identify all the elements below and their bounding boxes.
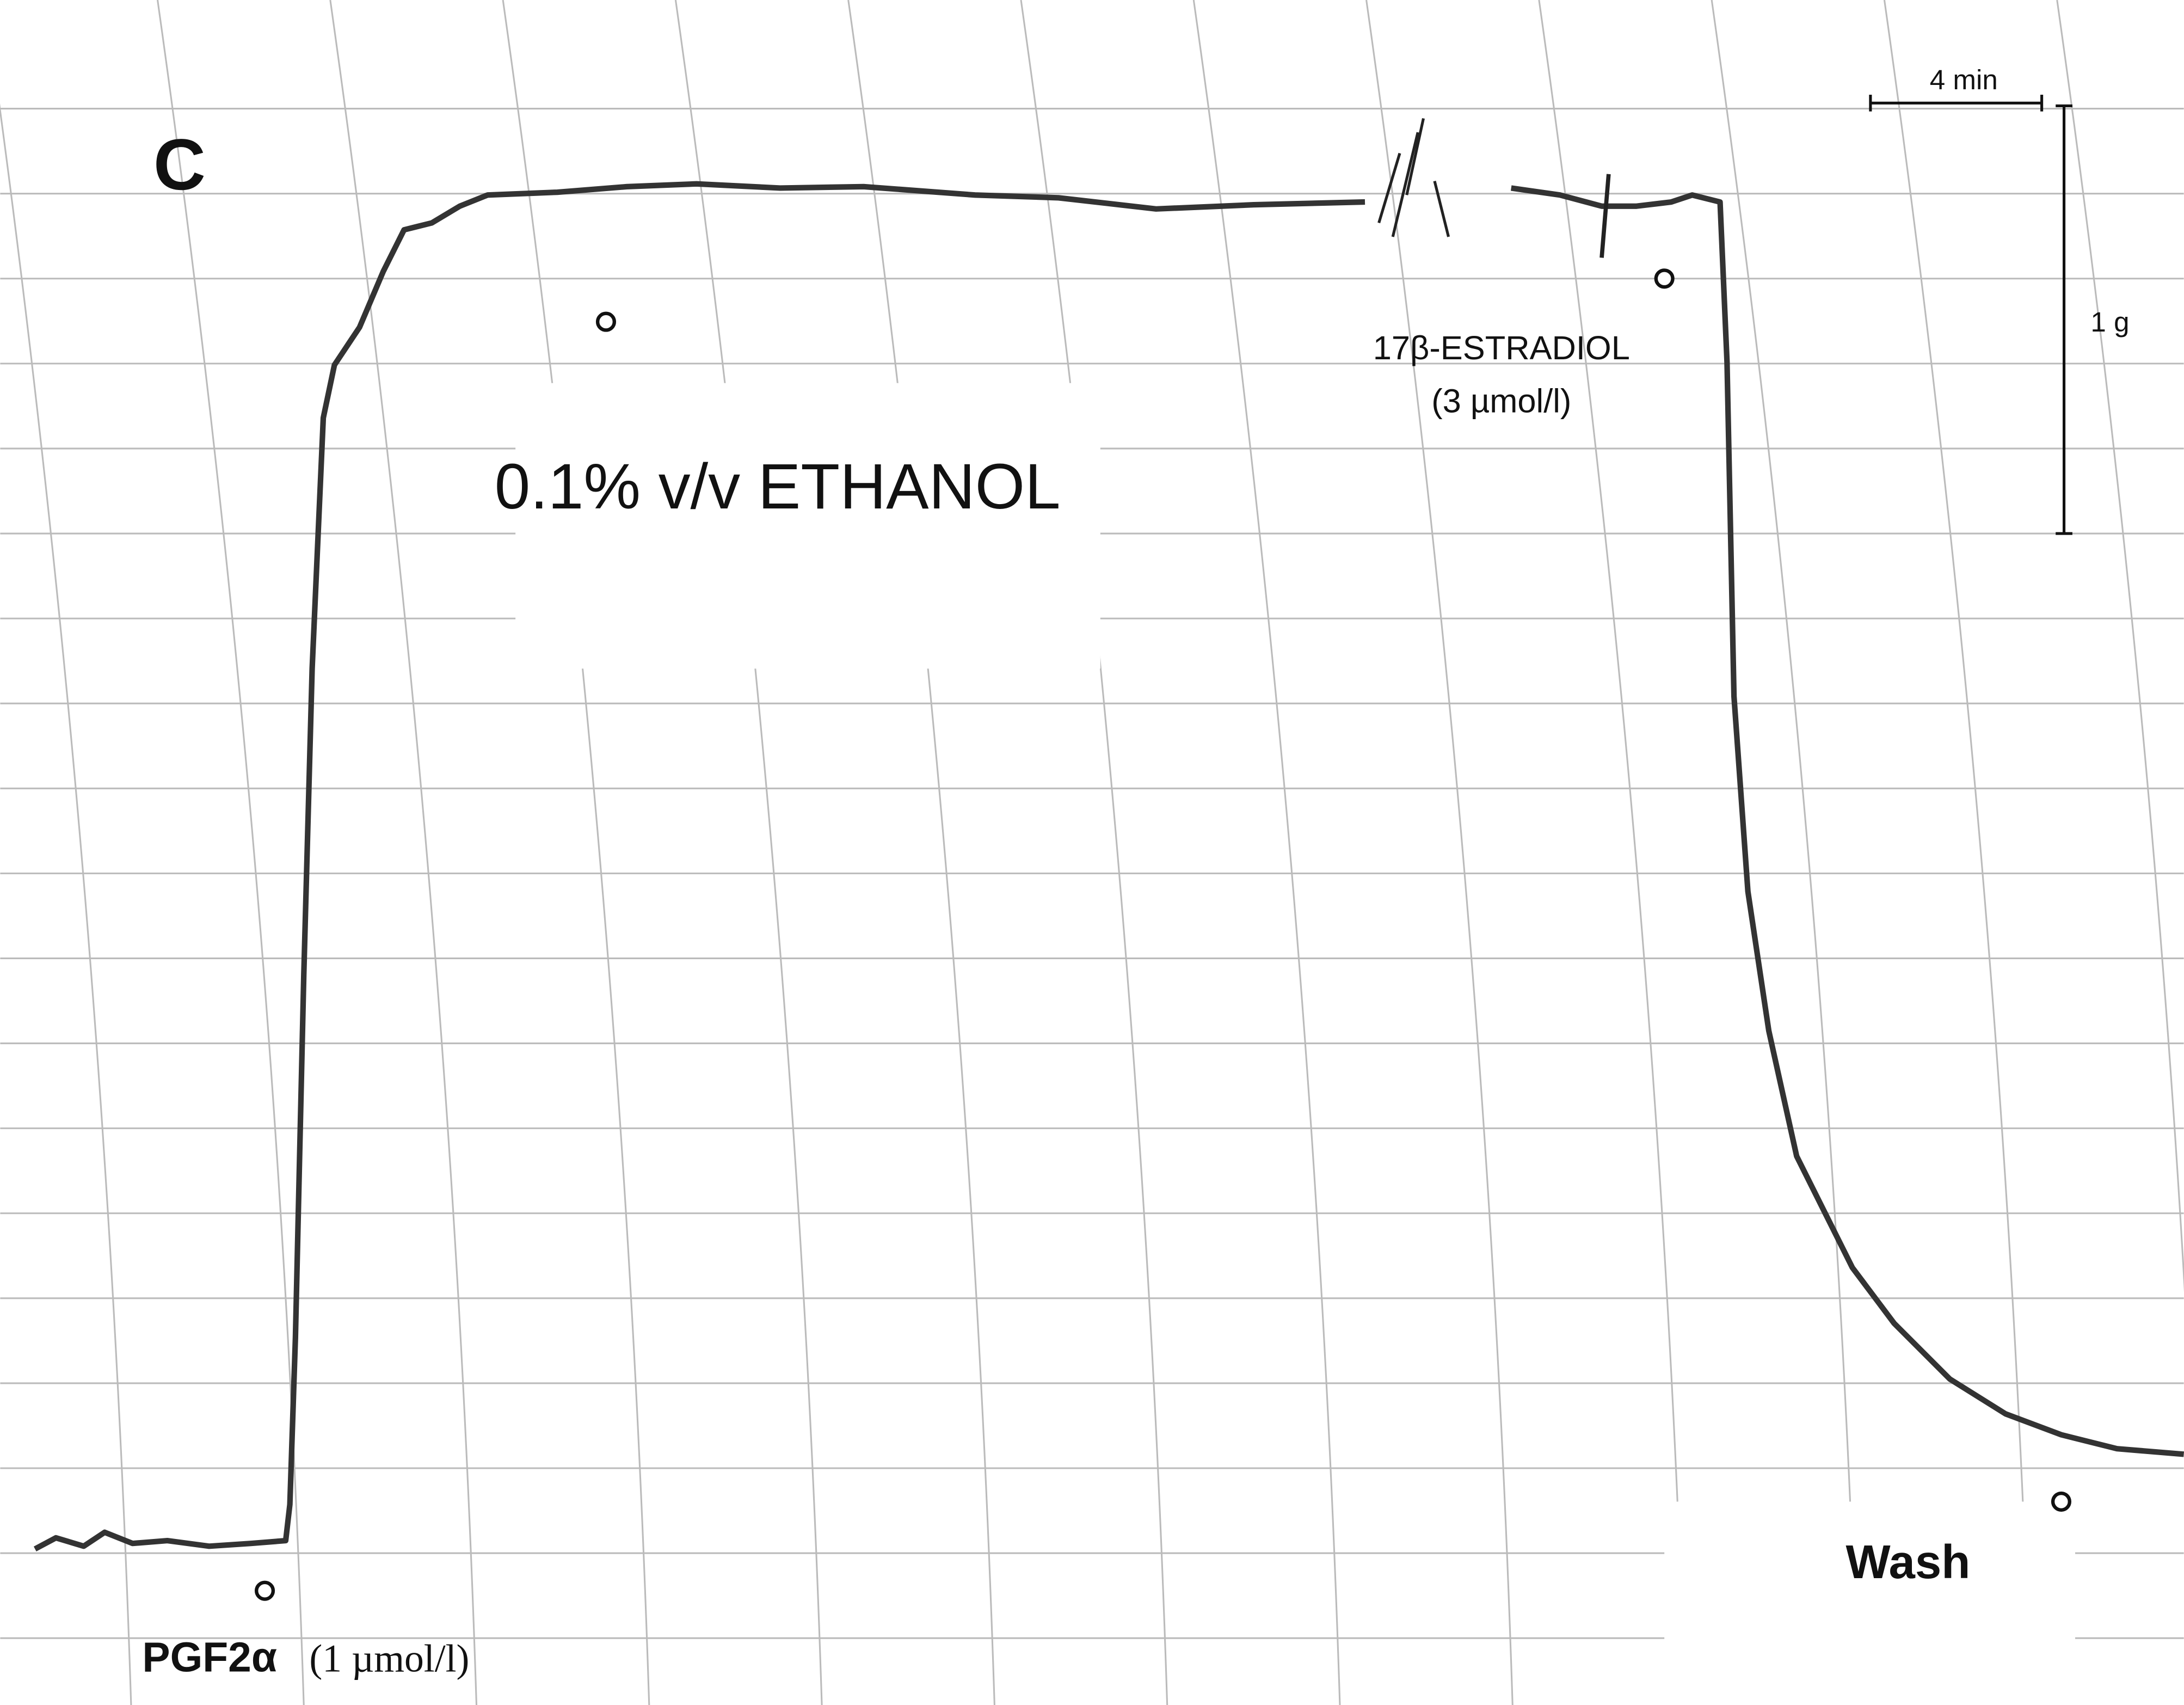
grid-line [2056, 0, 2184, 1292]
grid-line [1538, 0, 1687, 1705]
estradiol-dose: (3 µmol/l) [1431, 382, 1571, 420]
grid-line [1192, 0, 1341, 1705]
label-mask [1664, 1501, 2076, 1705]
time-scale-label: 4 min [1930, 64, 1998, 95]
panel-label: C [153, 125, 206, 205]
vehicle-label: 0.1% v/v ETHANOL [495, 450, 1061, 522]
scale-bars [1869, 95, 2072, 535]
grid-line [674, 0, 823, 1705]
grid-line [1711, 0, 1859, 1705]
grid-line [1365, 0, 1514, 1705]
force-scale-label: 1 g [2090, 306, 2129, 338]
addition-marker [255, 1580, 275, 1601]
grid-line [847, 0, 995, 1705]
grid-line [1883, 0, 2032, 1705]
markers [255, 268, 2071, 1601]
force-trace [33, 118, 2184, 1551]
estradiol-label: 17β-ESTRADIOL [1373, 329, 1630, 367]
agonist-label: PGF2α [142, 1635, 277, 1681]
wash-label: Wash [1846, 1536, 1971, 1589]
agonist-dose: (1 µmol/l) [309, 1637, 469, 1681]
addition-marker [2051, 1491, 2071, 1512]
addition-marker [1654, 268, 1675, 289]
label-mask [515, 383, 1100, 669]
grid-line [1020, 0, 1168, 1705]
addition-marker [595, 311, 617, 332]
grid-line [502, 0, 650, 1705]
grid-line [329, 0, 478, 1705]
grid-line [0, 103, 132, 1705]
